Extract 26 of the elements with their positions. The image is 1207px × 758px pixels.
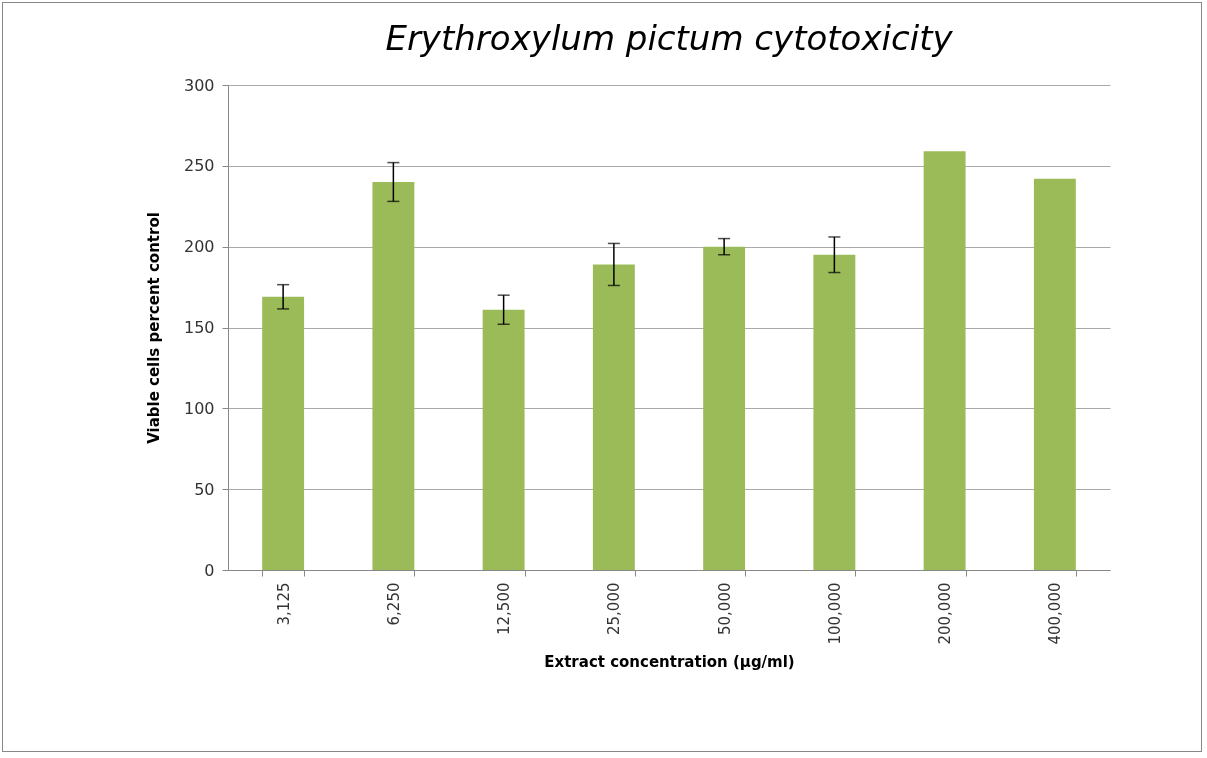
y-tick-label: 250	[183, 156, 215, 176]
x-axis-title: Extract concentration (µg/ml)	[544, 652, 795, 671]
x-tick-label: 200,000	[936, 582, 955, 645]
x-tick-label: 25,000	[605, 582, 624, 635]
bar	[1033, 178, 1076, 570]
y-tick-label: 200	[183, 237, 215, 257]
bar	[372, 182, 415, 570]
bar	[703, 246, 746, 570]
x-tick-label: 3,125	[274, 582, 293, 626]
y-tick-label: 300	[183, 75, 215, 95]
x-tick-label: 100,000	[825, 582, 844, 645]
bar	[262, 296, 305, 570]
chart-title: Erythroxylum pictum cytotoxicity	[385, 18, 954, 58]
x-tick-label: 12,500	[495, 582, 514, 635]
bar	[923, 151, 966, 570]
bar	[592, 264, 635, 570]
y-tick-label: 150	[183, 318, 215, 337]
x-tick-label: 6,250	[384, 582, 403, 626]
x-tick-label: 50,000	[715, 582, 734, 635]
bar	[813, 254, 856, 570]
y-tick-label: 100	[183, 398, 215, 418]
x-tick-label: 400,000	[1046, 582, 1065, 645]
bar	[482, 309, 525, 570]
y-tick-label: 0	[204, 560, 215, 580]
y-axis-title: Viable cells percent control	[144, 212, 163, 444]
y-tick-label: 50	[194, 479, 215, 499]
